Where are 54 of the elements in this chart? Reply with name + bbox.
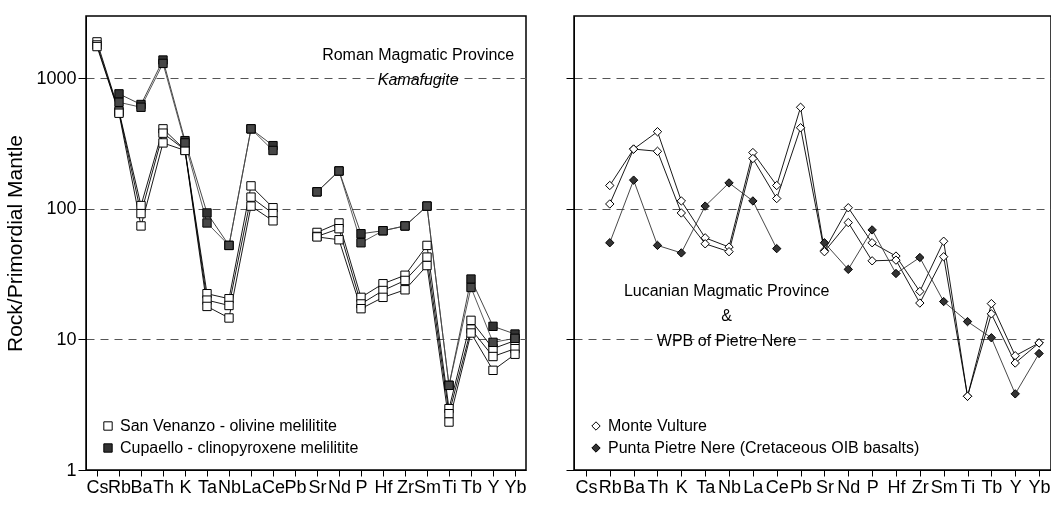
x-tick-label: Rb bbox=[598, 476, 622, 497]
x-tick-label: Tb bbox=[981, 476, 1003, 497]
x-tick-label: Pb bbox=[284, 476, 307, 497]
x-tick-label: Ba bbox=[130, 476, 154, 497]
x-tick-label: Sm bbox=[930, 476, 958, 497]
x-tick-label: Nd bbox=[837, 476, 861, 497]
x-tick-label: Th bbox=[647, 476, 669, 497]
legend-label: Cupaello - clinopyroxene melilitite bbox=[120, 439, 359, 456]
x-tick-label: Cs bbox=[86, 476, 109, 497]
x-tick-label: K bbox=[179, 476, 192, 497]
x-tick-label: Sm bbox=[414, 476, 441, 497]
annotation: Roman Magmatic Province bbox=[322, 45, 515, 63]
x-tick-label: Ce bbox=[765, 476, 789, 497]
x-tick-label: Rb bbox=[107, 476, 132, 497]
y-tick-label: 10 bbox=[56, 328, 77, 349]
y-tick-label: 1000 bbox=[36, 67, 77, 88]
annotation: Kamafugite bbox=[377, 70, 459, 88]
x-tick-label: Zr bbox=[397, 476, 414, 497]
x-tick-label: Pb bbox=[790, 476, 813, 497]
annotation: Lucanian Magmatic Province bbox=[623, 281, 830, 299]
x-tick-label: Ta bbox=[696, 476, 717, 497]
x-tick-label: Sr bbox=[308, 476, 327, 497]
x-tick-label: Hf bbox=[374, 476, 394, 497]
y-axis-title: Rock/Primordial Mantle bbox=[3, 134, 27, 353]
x-tick-label: Ta bbox=[197, 476, 218, 497]
x-tick-label: Y bbox=[1009, 476, 1022, 497]
x-tick-label: Yb bbox=[504, 476, 527, 497]
x-tick-label: P bbox=[355, 476, 368, 497]
y-tick-label: 100 bbox=[46, 198, 77, 219]
annotation: & bbox=[721, 306, 733, 324]
x-tick-label: Hf bbox=[887, 476, 907, 497]
x-tick-label: P bbox=[866, 476, 879, 497]
x-tick-label: Sr bbox=[815, 476, 834, 497]
x-tick-label: Nb bbox=[217, 476, 242, 497]
x-tick-label: Ti bbox=[442, 476, 457, 497]
y-tick-label: 1 bbox=[66, 459, 77, 480]
legend-label: Monte Vulture bbox=[608, 417, 708, 434]
x-tick-label: Y bbox=[487, 476, 500, 497]
legend-label: San Venanzo - olivine melilitite bbox=[120, 417, 338, 434]
x-tick-label: Ba bbox=[623, 476, 647, 497]
x-tick-label: La bbox=[743, 476, 765, 497]
x-tick-label: Nd bbox=[327, 476, 352, 497]
legend-label: Punta Pietre Nere (Cretaceous OIB basalts) bbox=[608, 439, 920, 456]
x-tick-label: Yb bbox=[1028, 476, 1051, 497]
x-tick-label: La bbox=[241, 476, 263, 497]
x-tick-label: Zr bbox=[911, 476, 929, 497]
x-tick-label: Th bbox=[152, 476, 175, 497]
annotation: WPB of Pietre Nere bbox=[656, 331, 797, 349]
x-tick-label: Nb bbox=[718, 476, 742, 497]
x-tick-label: K bbox=[675, 476, 688, 497]
x-tick-label: Ti bbox=[960, 476, 976, 497]
x-tick-label: Ce bbox=[261, 476, 286, 497]
x-tick-label: Cs bbox=[575, 476, 598, 497]
x-tick-label: Tb bbox=[460, 476, 483, 497]
